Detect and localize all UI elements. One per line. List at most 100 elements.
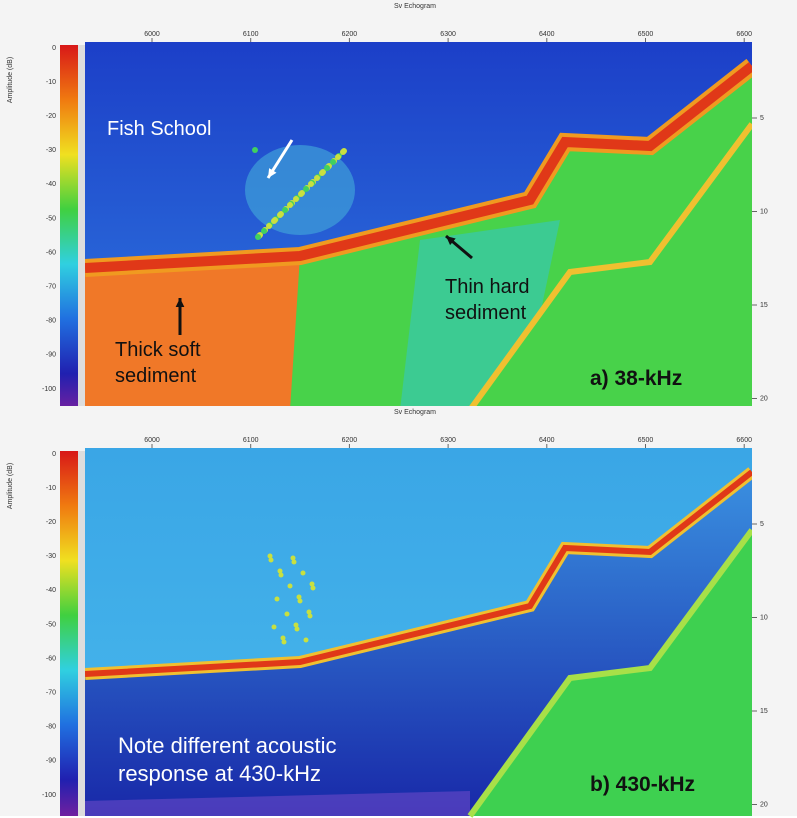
- panel: Sv Echogram 6000 6100 6200 6300 6400 6500 6600 5…: [0, 0, 797, 412]
- color-bar: [60, 45, 78, 410]
- fish-echo: [255, 234, 261, 240]
- amplitude-tick-label: -70: [46, 690, 56, 697]
- fish-echo: [335, 154, 341, 160]
- fish-echo: [303, 186, 309, 192]
- color-bar-edge: [78, 45, 85, 410]
- amplitude-tick-label: -80: [46, 724, 56, 731]
- amplitude-tick-label: -10: [46, 79, 56, 86]
- amplitude-tick-label: -20: [46, 519, 56, 526]
- seabed-echo: [84, 62, 756, 273]
- x-tick-label: 6600: [736, 437, 752, 444]
- panel-title: Sv Echogram: [394, 3, 436, 10]
- thick-sediment-label: Thick soft sediment: [115, 339, 201, 387]
- fish-echo: [271, 624, 277, 630]
- fish-echo: [296, 594, 302, 600]
- amplitude-tick-label: 0: [52, 451, 56, 458]
- x-tick-label: 6400: [539, 437, 555, 444]
- fish-echo: [287, 202, 293, 208]
- fish-echo: [291, 559, 297, 565]
- fish-echo: [330, 159, 336, 165]
- fish-school-label: Fish School: [107, 118, 212, 140]
- depth-tick-label: 15: [760, 708, 768, 715]
- fish-echo: [280, 635, 286, 641]
- amplitude-tick-label: -50: [46, 215, 56, 222]
- fish-echo: [298, 191, 304, 197]
- x-tick-label: 6300: [440, 31, 456, 38]
- amplitude-tick-label: -70: [46, 284, 56, 291]
- depth-axis: [752, 42, 797, 410]
- fish-echo: [300, 570, 306, 576]
- panel: Sv Echogram 6000 6100 6200 6300 6400 6500 6600 5…: [0, 406, 797, 818]
- second-echo: [467, 528, 755, 818]
- amplitude-tick-label: -60: [46, 249, 56, 256]
- fish-echo: [284, 611, 290, 617]
- amplitude-tick-label: -90: [46, 758, 56, 765]
- fish-echo: [281, 639, 287, 645]
- amplitude-tick-label: -30: [46, 147, 56, 154]
- fish-echo: [277, 212, 283, 218]
- second-echo: [467, 122, 755, 412]
- arrow-head: [175, 298, 185, 308]
- depth-tick-label: 20: [760, 395, 768, 402]
- frequency-label: b) 430-kHz: [590, 773, 696, 796]
- fish-echo: [310, 585, 316, 591]
- amplitude-tick-label: 0: [52, 45, 56, 52]
- depth-tick-label: 10: [760, 614, 768, 621]
- fish-echo: [303, 637, 309, 643]
- x-tick-label: 6000: [144, 31, 160, 38]
- speckle-floor: [85, 791, 470, 816]
- fish-echo: [307, 613, 313, 619]
- amplitude-tick-label: -100: [42, 792, 56, 799]
- x-tick-label: 6000: [144, 437, 160, 444]
- fish-echo: [267, 553, 273, 559]
- fish-echo: [309, 581, 315, 587]
- x-tick-label: 6500: [638, 437, 654, 444]
- x-tick-label: 6200: [342, 437, 358, 444]
- color-bar-edge: [78, 451, 85, 816]
- frequency-label: a) 38-kHz: [590, 367, 683, 390]
- amplitude-tick-label: -10: [46, 485, 56, 492]
- depth-tick-label: 5: [760, 115, 764, 122]
- arrow-head: [268, 168, 277, 178]
- depth-tick-label: 5: [760, 521, 764, 528]
- fish-echo: [282, 207, 288, 213]
- fish-echo: [319, 170, 325, 176]
- fish-echo: [293, 196, 299, 202]
- fish-echo: [324, 165, 330, 171]
- fish-echo: [274, 596, 280, 602]
- fish-echo: [314, 175, 320, 181]
- fish-echo: [294, 626, 300, 632]
- seabed-echo: [84, 469, 754, 677]
- amplitude-tick-label: -20: [46, 113, 56, 120]
- fish-echo: [306, 609, 312, 615]
- amplitude-tick-label: -50: [46, 621, 56, 628]
- fish-echo: [340, 149, 346, 155]
- panel-title: Sv Echogram: [394, 409, 436, 416]
- fish-echo: [261, 228, 267, 234]
- fish-echo: [271, 218, 277, 224]
- soft-sediment: [85, 256, 300, 410]
- depth-axis: [752, 448, 797, 816]
- arrow-head: [446, 236, 456, 246]
- depth-tick-label: 20: [760, 801, 768, 808]
- x-tick-label: 6300: [440, 437, 456, 444]
- x-tick-label: 6100: [243, 31, 259, 38]
- x-tick-label: 6400: [539, 31, 555, 38]
- fish-echo: [293, 622, 299, 628]
- thin-sediment-label: Thin hard sediment: [445, 276, 530, 324]
- fish-echo: [266, 223, 272, 229]
- note-label: Note different acoustic response at 430-…: [118, 733, 337, 786]
- fish-echo: [278, 572, 284, 578]
- fish-echo: [290, 555, 296, 561]
- fish-echo: [252, 147, 258, 153]
- amplitude-tick-label: -40: [46, 587, 56, 594]
- color-bar: [60, 451, 78, 816]
- depth-tick-label: 15: [760, 302, 768, 309]
- fish-echo: [308, 181, 314, 187]
- amplitude-label: Amplitude (dB): [7, 57, 14, 103]
- x-tick-label: 6100: [243, 437, 259, 444]
- amplitude-tick-label: -80: [46, 318, 56, 325]
- depth-tick-label: 10: [760, 208, 768, 215]
